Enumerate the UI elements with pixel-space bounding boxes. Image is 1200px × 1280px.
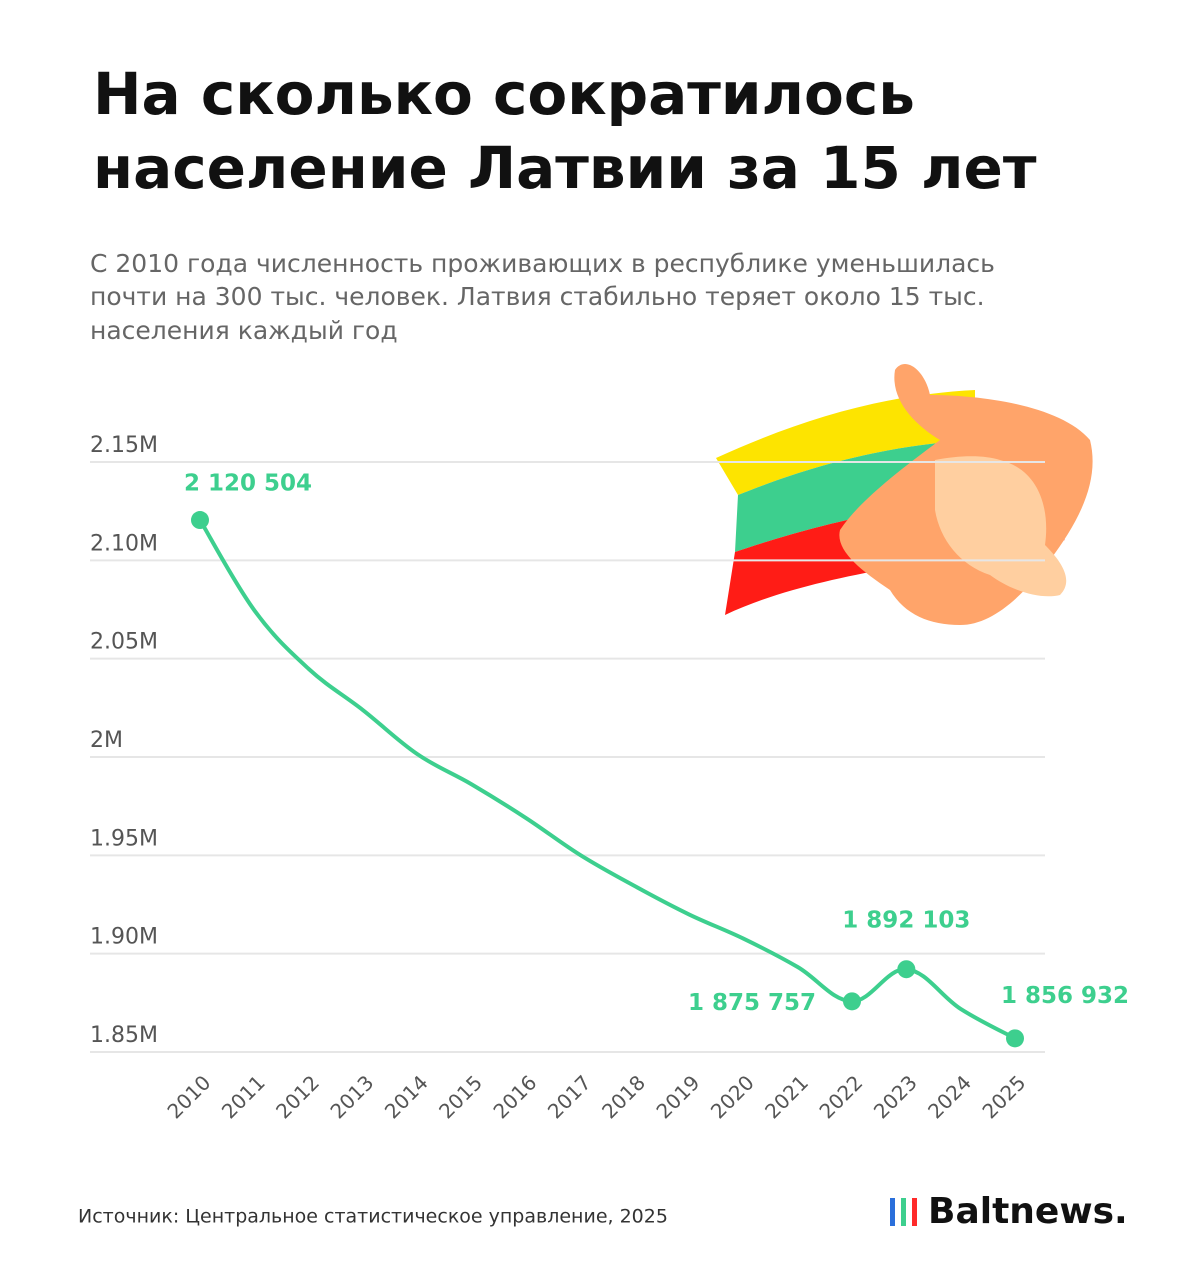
x-tick-label: 2012	[271, 1070, 324, 1123]
y-tick-label: 2M	[90, 728, 123, 753]
x-tick-label: 2016	[488, 1070, 541, 1123]
y-tick-label: 2.15M	[90, 433, 158, 458]
x-tick-label: 2018	[597, 1070, 650, 1123]
value-label: 2 120 504	[184, 471, 312, 497]
x-tick-label: 2024	[923, 1070, 976, 1123]
point	[897, 960, 916, 979]
x-tick-label: 2015	[434, 1070, 487, 1123]
subtitle: С 2010 года численность проживающих в ре…	[90, 249, 995, 278]
x-tick-label: 2017	[543, 1070, 596, 1123]
x-tick-label: 2011	[217, 1070, 270, 1123]
logo-bars	[890, 1198, 917, 1226]
x-tick-label: 2013	[325, 1070, 378, 1123]
y-tick-label: 1.90M	[90, 925, 158, 950]
title: население Латвии за 15 лет	[93, 134, 1037, 202]
point	[1006, 1029, 1024, 1048]
point	[843, 992, 861, 1011]
y-tick-label: 1.95M	[90, 826, 158, 851]
x-tick-label: 2022	[814, 1070, 867, 1123]
x-tick-label: 2010	[162, 1070, 215, 1123]
x-tick-label: 2014	[380, 1070, 433, 1123]
x-tick-label: 2025	[977, 1070, 1030, 1123]
y-tick-label: 2.05M	[90, 630, 158, 655]
subtitle: населения каждый год	[90, 316, 398, 345]
y-tick-label: 2.10M	[90, 531, 158, 556]
value-label: 1 856 932	[1001, 983, 1129, 1009]
point	[191, 511, 209, 530]
logo: Baltnews.	[928, 1191, 1128, 1232]
x-tick-label: 2023	[869, 1070, 922, 1123]
source: Источник: Центральное статистическое упр…	[78, 1206, 668, 1228]
title: На сколько сократилось	[93, 60, 915, 128]
subtitle: почти на 300 тыс. человек. Латвия стабил…	[90, 282, 985, 311]
x-tick-label: 2020	[706, 1070, 759, 1123]
x-tick-label: 2021	[760, 1070, 813, 1123]
value-label: 1 875 757	[688, 990, 816, 1016]
illustration	[716, 364, 1093, 625]
line	[198, 518, 1017, 1041]
y-tick-label: 1.85M	[90, 1023, 158, 1048]
x-tick-label: 2019	[651, 1070, 704, 1123]
value-label: 1 892 103	[842, 908, 970, 934]
